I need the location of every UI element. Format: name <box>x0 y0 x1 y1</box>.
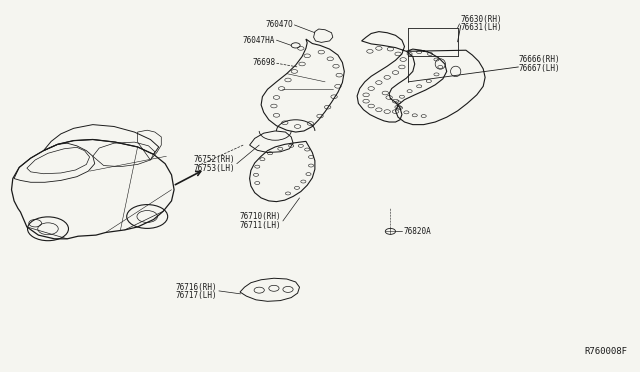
Text: 76710(RH): 76710(RH) <box>240 212 282 221</box>
Text: 76667(LH): 76667(LH) <box>518 64 560 73</box>
Text: 76820A: 76820A <box>403 227 431 236</box>
Text: 76698: 76698 <box>252 58 275 67</box>
Text: 76717(LH): 76717(LH) <box>176 291 218 300</box>
Text: 76666(RH): 76666(RH) <box>518 55 560 64</box>
Text: R760008F: R760008F <box>584 347 627 356</box>
Text: 76631(LH): 76631(LH) <box>461 23 502 32</box>
Text: 76047HA: 76047HA <box>243 36 275 45</box>
Text: 76630(RH): 76630(RH) <box>461 15 502 24</box>
Text: 76753(LH): 76753(LH) <box>194 164 236 173</box>
Text: 76711(LH): 76711(LH) <box>240 221 282 230</box>
Text: 76716(RH): 76716(RH) <box>176 283 218 292</box>
Text: 76047O: 76047O <box>266 20 293 29</box>
Text: 76752(RH): 76752(RH) <box>194 155 236 164</box>
